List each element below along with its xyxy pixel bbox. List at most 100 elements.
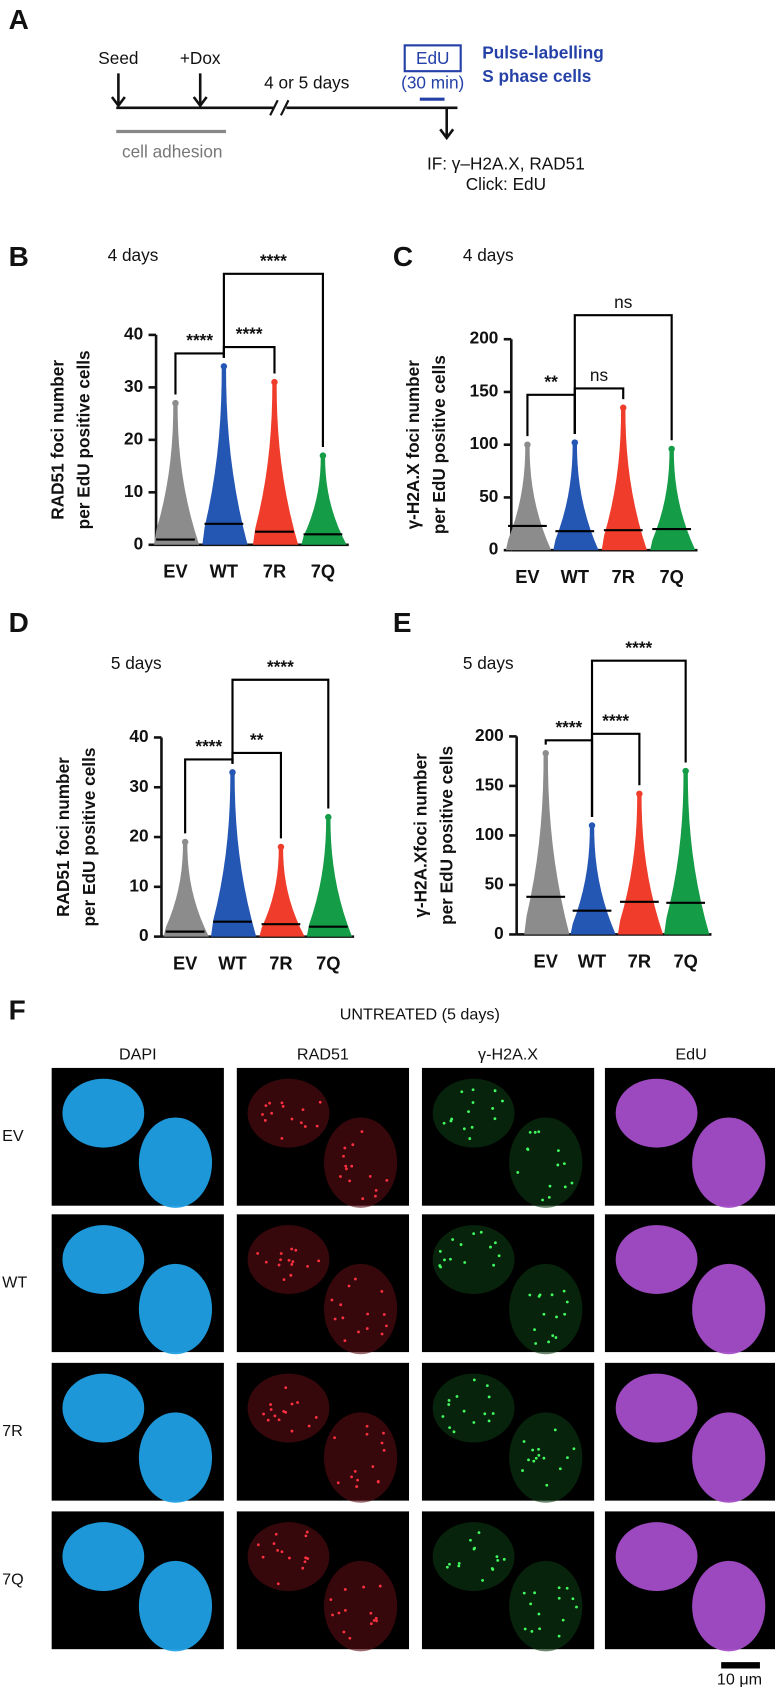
focus <box>491 1412 495 1415</box>
focus <box>502 1557 506 1561</box>
nucleus <box>138 1412 213 1503</box>
focus <box>339 1175 342 1178</box>
y-axis-label: γ-H2A.Xfoci number <box>410 753 430 918</box>
focus <box>528 1293 532 1297</box>
focus <box>317 1259 321 1263</box>
focus <box>457 1564 461 1568</box>
significance-bracket <box>184 758 234 834</box>
focus <box>279 1258 282 1262</box>
focus <box>337 1611 341 1615</box>
focus <box>290 1117 294 1121</box>
focus <box>483 1412 487 1416</box>
swarm <box>664 771 710 935</box>
focus <box>547 1340 551 1344</box>
label: Seed <box>98 48 138 68</box>
focus <box>463 1261 467 1264</box>
y-tick-label: 30 <box>129 776 148 796</box>
focus <box>264 1260 268 1264</box>
focus <box>493 1117 497 1121</box>
nucleus <box>138 1117 213 1208</box>
focus <box>350 1164 354 1168</box>
swarm <box>252 382 299 545</box>
focus <box>276 1582 280 1586</box>
significance-label: ** <box>544 372 558 392</box>
label: Click: EdU <box>466 174 546 194</box>
focus <box>343 1339 347 1343</box>
focus <box>479 1230 483 1234</box>
focus <box>296 1401 299 1404</box>
significance-bracket <box>526 393 576 437</box>
max-point <box>325 813 332 821</box>
swarm <box>153 403 200 545</box>
focus <box>563 1312 567 1316</box>
significance-bracket <box>590 732 641 817</box>
focus <box>496 1558 500 1562</box>
x-tick-label: 7R <box>263 561 286 582</box>
focus <box>562 1162 566 1166</box>
focus <box>341 1316 345 1320</box>
focus <box>280 1101 284 1105</box>
max-point <box>668 445 675 453</box>
focus <box>290 1429 294 1433</box>
focus <box>471 1088 475 1092</box>
focus <box>445 1565 449 1569</box>
significance-bracket <box>573 387 625 434</box>
significance-label: ** <box>250 730 264 750</box>
focus <box>380 1332 384 1336</box>
focus <box>537 1612 541 1616</box>
max-point <box>319 452 327 459</box>
row-label: 7Q <box>2 1571 24 1589</box>
y-tick-label: 40 <box>124 323 143 343</box>
focus <box>294 1248 298 1252</box>
focus <box>380 1290 384 1293</box>
focus <box>457 1561 461 1565</box>
chart-subtitle: 5 days <box>111 653 162 673</box>
max-point <box>682 767 689 775</box>
focus <box>516 1171 520 1174</box>
max-point <box>636 790 643 798</box>
focus <box>575 1605 578 1609</box>
focus <box>556 1163 560 1167</box>
panel-label: A <box>9 4 29 35</box>
axis-break <box>269 99 279 116</box>
focus <box>306 1264 309 1268</box>
swarm <box>306 817 352 937</box>
swarm <box>524 753 570 935</box>
focus <box>528 1130 532 1134</box>
panel-label: D <box>9 607 29 638</box>
focus <box>529 1602 533 1606</box>
swarm <box>617 793 664 935</box>
label: (30 min) <box>401 73 464 93</box>
focus <box>355 1485 359 1488</box>
focus <box>531 1448 535 1452</box>
nucleus <box>692 1117 766 1208</box>
focus <box>451 1238 455 1241</box>
swarm <box>650 448 696 551</box>
x-tick-label: EV <box>515 566 540 587</box>
focus <box>348 1636 352 1640</box>
max-point <box>271 378 278 386</box>
focus <box>344 1164 348 1168</box>
nucleus <box>62 1522 145 1592</box>
focus <box>274 1532 278 1536</box>
focus <box>557 1149 560 1153</box>
swarm <box>210 772 257 937</box>
significance-label: **** <box>186 330 213 350</box>
panel-label: E <box>393 607 412 638</box>
focus <box>380 1441 384 1445</box>
focus <box>501 1099 504 1103</box>
focus <box>530 1629 534 1633</box>
x-tick-label: EV <box>534 950 559 971</box>
arrow <box>439 107 455 141</box>
x-tick-label: 7Q <box>311 561 335 582</box>
label: Pulse-labelling <box>482 43 604 63</box>
focus <box>282 1278 286 1282</box>
focus <box>342 1154 345 1158</box>
significance-label: **** <box>625 637 652 657</box>
max-point <box>181 838 189 846</box>
focus <box>449 1257 452 1261</box>
focus <box>303 1560 307 1564</box>
focus <box>282 1410 286 1413</box>
x-tick-label: WT <box>218 952 246 973</box>
edu-box <box>403 44 462 73</box>
